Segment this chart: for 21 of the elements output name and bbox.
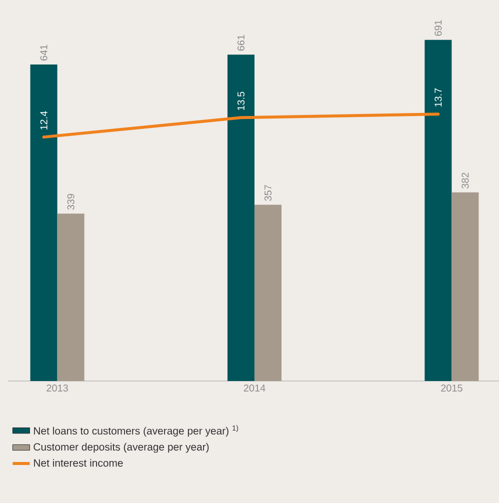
x-tick-label: 2015 [441, 384, 462, 392]
x-tick-label: 2013 [46, 384, 68, 392]
bar [227, 54, 254, 381]
data-label: 13.5 [237, 92, 244, 110]
data-label: 12.4 [40, 111, 48, 130]
bar [452, 192, 479, 381]
legend-label: Customer deposits (average per year) [34, 442, 209, 453]
bar [424, 40, 452, 381]
data-label: 382 [462, 172, 469, 188]
bar [254, 204, 282, 381]
bar [30, 64, 58, 381]
data-label: 691 [434, 20, 442, 36]
data-label: 641 [40, 44, 48, 60]
data-label: 357 [264, 185, 272, 201]
x-tick-label: 2014 [244, 384, 266, 392]
data-label: 339 [67, 194, 74, 210]
data-label: 661 [237, 34, 244, 51]
legend-label: Net interest income [34, 458, 123, 467]
data-label: 13.7 [434, 88, 442, 106]
bar [57, 214, 84, 381]
legend-label: Net loans to customers (average per year) $^{1)}$ [34, 425, 238, 437]
